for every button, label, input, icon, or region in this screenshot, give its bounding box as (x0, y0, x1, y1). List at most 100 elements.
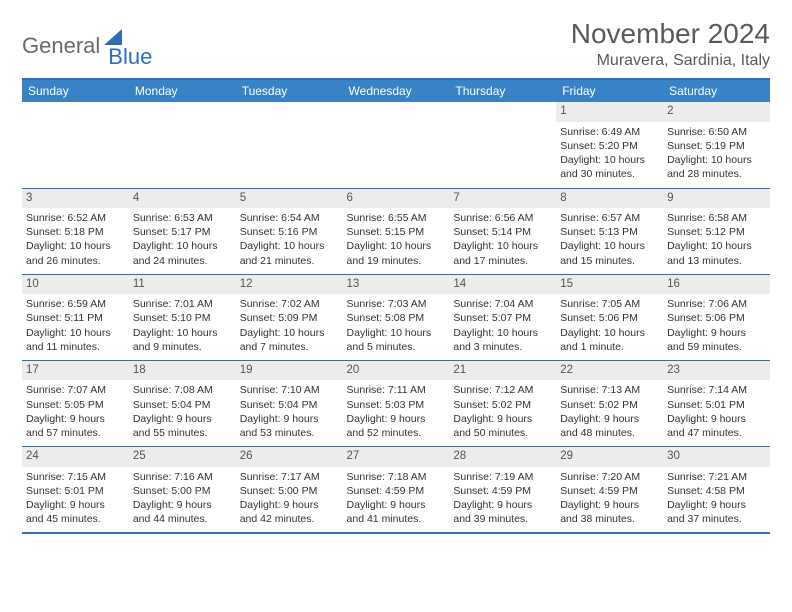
sunrise-text: Sunrise: 6:52 AM (26, 211, 125, 225)
sunrise-text: Sunrise: 6:53 AM (133, 211, 232, 225)
daylight-text: and 37 minutes. (667, 512, 766, 526)
calendar-day-cell: 3Sunrise: 6:52 AMSunset: 5:18 PMDaylight… (22, 188, 129, 274)
sunset-text: Sunset: 5:05 PM (26, 398, 125, 412)
daylight-text: Daylight: 10 hours (347, 239, 446, 253)
sunrise-text: Sunrise: 7:18 AM (347, 470, 446, 484)
sunrise-text: Sunrise: 6:59 AM (26, 297, 125, 311)
calendar-day-cell: 18Sunrise: 7:08 AMSunset: 5:04 PMDayligh… (129, 360, 236, 446)
sunset-text: Sunset: 5:19 PM (667, 139, 766, 153)
sunset-text: Sunset: 5:11 PM (26, 311, 125, 325)
sunrise-text: Sunrise: 7:08 AM (133, 383, 232, 397)
daylight-text: and 26 minutes. (26, 254, 125, 268)
daylight-text: and 28 minutes. (667, 167, 766, 181)
daylight-text: Daylight: 9 hours (347, 412, 446, 426)
day-number: 8 (556, 189, 663, 209)
daylight-text: Daylight: 10 hours (347, 326, 446, 340)
calendar-day-cell: 8Sunrise: 6:57 AMSunset: 5:13 PMDaylight… (556, 188, 663, 274)
daylight-text: and 59 minutes. (667, 340, 766, 354)
day-header: Tuesday (236, 79, 343, 102)
sunset-text: Sunset: 5:01 PM (26, 484, 125, 498)
sunset-text: Sunset: 4:59 PM (560, 484, 659, 498)
calendar-week-row: 24Sunrise: 7:15 AMSunset: 5:01 PMDayligh… (22, 447, 770, 534)
calendar-day-cell: 16Sunrise: 7:06 AMSunset: 5:06 PMDayligh… (663, 274, 770, 360)
daylight-text: and 3 minutes. (453, 340, 552, 354)
sunset-text: Sunset: 5:07 PM (453, 311, 552, 325)
day-number: 22 (556, 361, 663, 381)
sunset-text: Sunset: 5:04 PM (240, 398, 339, 412)
sunrise-text: Sunrise: 7:19 AM (453, 470, 552, 484)
daylight-text: Daylight: 10 hours (667, 239, 766, 253)
daylight-text: and 38 minutes. (560, 512, 659, 526)
day-number: 30 (663, 447, 770, 467)
sunset-text: Sunset: 5:14 PM (453, 225, 552, 239)
daylight-text: and 30 minutes. (560, 167, 659, 181)
sunrise-text: Sunrise: 6:49 AM (560, 125, 659, 139)
day-number: 20 (343, 361, 450, 381)
daylight-text: and 44 minutes. (133, 512, 232, 526)
day-header: Sunday (22, 79, 129, 102)
calendar-day-cell: 7Sunrise: 6:56 AMSunset: 5:14 PMDaylight… (449, 188, 556, 274)
day-number: 2 (663, 102, 770, 122)
calendar-day-cell: 17Sunrise: 7:07 AMSunset: 5:05 PMDayligh… (22, 360, 129, 446)
sunrise-text: Sunrise: 7:02 AM (240, 297, 339, 311)
sunrise-text: Sunrise: 6:58 AM (667, 211, 766, 225)
daylight-text: Daylight: 9 hours (667, 326, 766, 340)
day-number: 19 (236, 361, 343, 381)
calendar-day-cell: 11Sunrise: 7:01 AMSunset: 5:10 PMDayligh… (129, 274, 236, 360)
calendar-day-cell (343, 102, 450, 188)
sunrise-text: Sunrise: 7:14 AM (667, 383, 766, 397)
daylight-text: and 41 minutes. (347, 512, 446, 526)
daylight-text: Daylight: 10 hours (240, 239, 339, 253)
logo-text-blue: Blue (108, 44, 152, 70)
calendar-day-cell: 12Sunrise: 7:02 AMSunset: 5:09 PMDayligh… (236, 274, 343, 360)
day-number: 4 (129, 189, 236, 209)
sunset-text: Sunset: 5:00 PM (133, 484, 232, 498)
daylight-text: Daylight: 9 hours (133, 498, 232, 512)
daylight-text: and 9 minutes. (133, 340, 232, 354)
logo: General Blue (22, 18, 152, 70)
calendar-table: Sunday Monday Tuesday Wednesday Thursday… (22, 78, 770, 534)
day-number: 24 (22, 447, 129, 467)
day-number: 26 (236, 447, 343, 467)
daylight-text: Daylight: 9 hours (240, 498, 339, 512)
daylight-text: Daylight: 9 hours (667, 412, 766, 426)
sunrise-text: Sunrise: 6:50 AM (667, 125, 766, 139)
daylight-text: Daylight: 9 hours (347, 498, 446, 512)
title-block: November 2024 Muravera, Sardinia, Italy (571, 18, 770, 70)
calendar-day-cell: 22Sunrise: 7:13 AMSunset: 5:02 PMDayligh… (556, 360, 663, 446)
daylight-text: Daylight: 10 hours (667, 153, 766, 167)
page-header: General Blue November 2024 Muravera, Sar… (22, 18, 770, 70)
daylight-text: and 50 minutes. (453, 426, 552, 440)
calendar-day-cell: 21Sunrise: 7:12 AMSunset: 5:02 PMDayligh… (449, 360, 556, 446)
daylight-text: and 48 minutes. (560, 426, 659, 440)
calendar-day-cell: 28Sunrise: 7:19 AMSunset: 4:59 PMDayligh… (449, 447, 556, 534)
day-number: 7 (449, 189, 556, 209)
calendar-week-row: 3Sunrise: 6:52 AMSunset: 5:18 PMDaylight… (22, 188, 770, 274)
sunset-text: Sunset: 4:59 PM (453, 484, 552, 498)
sunset-text: Sunset: 5:06 PM (560, 311, 659, 325)
sunset-text: Sunset: 5:03 PM (347, 398, 446, 412)
calendar-day-cell: 23Sunrise: 7:14 AMSunset: 5:01 PMDayligh… (663, 360, 770, 446)
logo-text-general: General (22, 33, 100, 59)
day-number: 11 (129, 275, 236, 295)
daylight-text: Daylight: 9 hours (453, 498, 552, 512)
sunset-text: Sunset: 5:10 PM (133, 311, 232, 325)
daylight-text: Daylight: 10 hours (453, 326, 552, 340)
calendar-day-cell: 29Sunrise: 7:20 AMSunset: 4:59 PMDayligh… (556, 447, 663, 534)
daylight-text: and 21 minutes. (240, 254, 339, 268)
daylight-text: Daylight: 9 hours (26, 412, 125, 426)
sunset-text: Sunset: 5:02 PM (560, 398, 659, 412)
sunrise-text: Sunrise: 6:54 AM (240, 211, 339, 225)
day-number: 18 (129, 361, 236, 381)
sunrise-text: Sunrise: 7:04 AM (453, 297, 552, 311)
calendar-day-cell: 25Sunrise: 7:16 AMSunset: 5:00 PMDayligh… (129, 447, 236, 534)
sunset-text: Sunset: 5:13 PM (560, 225, 659, 239)
daylight-text: and 39 minutes. (453, 512, 552, 526)
day-header-row: Sunday Monday Tuesday Wednesday Thursday… (22, 79, 770, 102)
day-number: 10 (22, 275, 129, 295)
daylight-text: and 52 minutes. (347, 426, 446, 440)
daylight-text: Daylight: 9 hours (26, 498, 125, 512)
sunrise-text: Sunrise: 7:11 AM (347, 383, 446, 397)
daylight-text: Daylight: 9 hours (133, 412, 232, 426)
daylight-text: Daylight: 10 hours (560, 239, 659, 253)
